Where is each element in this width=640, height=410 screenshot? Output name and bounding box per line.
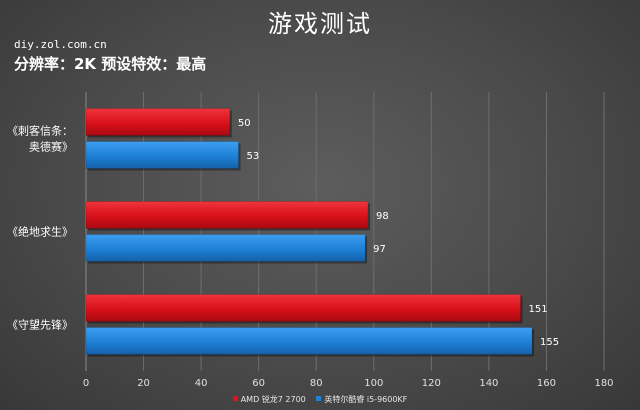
bar-amd-1 (85, 201, 369, 229)
bar-intel-0 (85, 141, 239, 169)
x-tick-label: 60 (252, 378, 265, 389)
data-label: 50 (238, 118, 251, 129)
legend: AMD 锐龙7 2700 英特尔酷睿 i5-9600KF (0, 394, 640, 405)
bar-intel-1 (85, 234, 366, 262)
chart-subtitle: 分辨率：2K 预设特效：最高 (14, 55, 207, 73)
chart-title: 游戏测试 (268, 10, 372, 38)
legend-swatch-intel (316, 396, 322, 401)
bar-amd-0 (85, 108, 231, 136)
category-label: 奥德赛》 (29, 140, 73, 154)
x-tick-label: 0 (83, 378, 89, 389)
x-tick-label: 180 (594, 378, 613, 389)
legend-item-amd: AMD 锐龙7 2700 (232, 394, 306, 405)
x-tick-label: 140 (479, 378, 498, 389)
legend-swatch-amd (232, 396, 238, 401)
bar-intel-2 (85, 327, 533, 355)
data-label: 151 (529, 304, 548, 315)
source-url: diy.zol.com.cn (14, 38, 107, 51)
x-tick-label: 100 (364, 378, 383, 389)
legend-item-intel: 英特尔酷睿 i5-9600KF (316, 394, 407, 405)
data-label: 155 (540, 337, 559, 348)
data-label: 53 (247, 151, 260, 162)
x-tick-label: 20 (137, 378, 150, 389)
x-tick-label: 160 (537, 378, 556, 389)
category-label: 《绝地求生》 (7, 225, 73, 239)
legend-label-intel: 英特尔酷睿 i5-9600KF (324, 395, 408, 404)
data-label: 98 (376, 211, 389, 222)
category-label: 《守望先锋》 (7, 318, 73, 332)
data-label: 97 (373, 244, 386, 255)
category-label: 《刺客信条： (7, 124, 73, 138)
bar-amd-2 (85, 294, 521, 322)
legend-label-amd: AMD 锐龙7 2700 (240, 395, 306, 404)
x-tick-label: 80 (310, 378, 323, 389)
x-tick-label: 40 (195, 378, 208, 389)
x-tick-label: 120 (422, 378, 441, 389)
